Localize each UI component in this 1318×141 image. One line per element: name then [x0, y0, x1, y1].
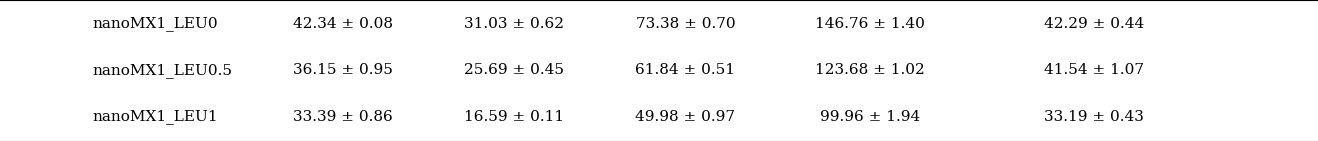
Text: 123.68 ± 1.02: 123.68 ± 1.02: [815, 63, 925, 78]
Text: 146.76 ± 1.40: 146.76 ± 1.40: [815, 17, 925, 31]
Text: nanoMX1_LEU1: nanoMX1_LEU1: [92, 110, 217, 125]
Text: 42.29 ± 0.44: 42.29 ± 0.44: [1044, 17, 1144, 31]
Text: 73.38 ± 0.70: 73.38 ± 0.70: [635, 17, 735, 31]
Text: 99.96 ± 1.94: 99.96 ± 1.94: [820, 110, 920, 124]
Text: nanoMX1_LEU0: nanoMX1_LEU0: [92, 16, 217, 31]
Text: nanoMX1_LEU0.5: nanoMX1_LEU0.5: [92, 63, 232, 78]
Text: 41.54 ± 1.07: 41.54 ± 1.07: [1044, 63, 1144, 78]
Text: 16.59 ± 0.11: 16.59 ± 0.11: [464, 110, 564, 124]
Text: 61.84 ± 0.51: 61.84 ± 0.51: [635, 63, 735, 78]
Text: 36.15 ± 0.95: 36.15 ± 0.95: [293, 63, 393, 78]
Text: 31.03 ± 0.62: 31.03 ± 0.62: [464, 17, 564, 31]
Text: 25.69 ± 0.45: 25.69 ± 0.45: [464, 63, 564, 78]
Text: 33.39 ± 0.86: 33.39 ± 0.86: [293, 110, 393, 124]
Text: 49.98 ± 0.97: 49.98 ± 0.97: [635, 110, 735, 124]
Text: 33.19 ± 0.43: 33.19 ± 0.43: [1044, 110, 1144, 124]
Text: 42.34 ± 0.08: 42.34 ± 0.08: [293, 17, 393, 31]
